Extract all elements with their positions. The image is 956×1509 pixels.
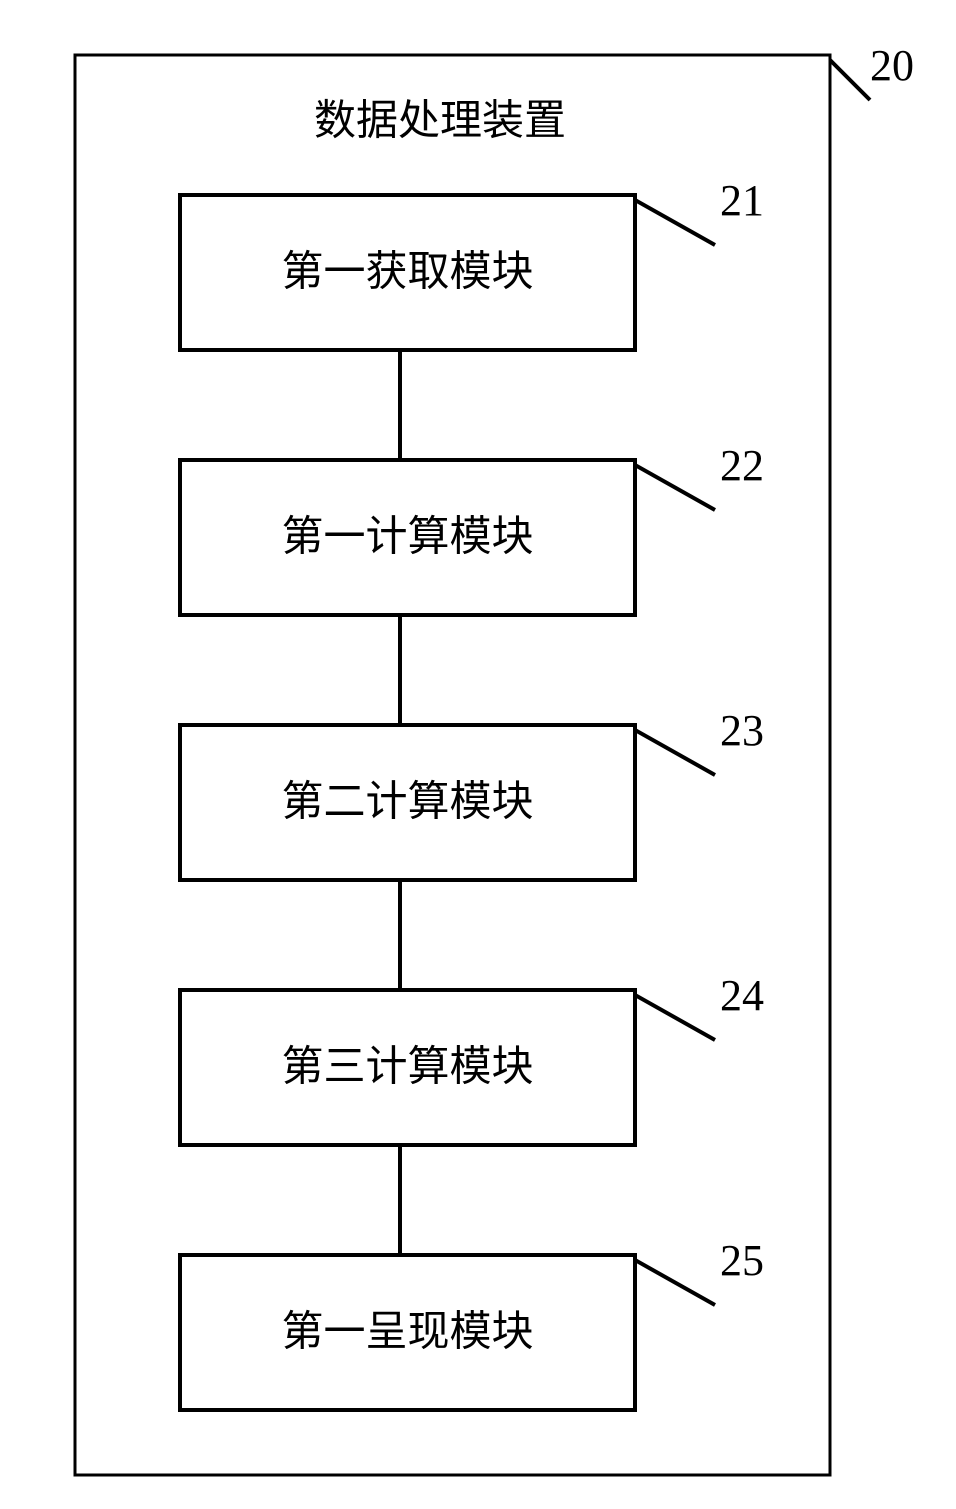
module-leader-line [635, 730, 715, 775]
container-title: 数据处理装置 [314, 99, 566, 145]
module-ref-number: 21 [720, 176, 764, 225]
module-leader-line [635, 465, 715, 510]
module-ref-number: 22 [720, 441, 764, 490]
module-label: 第一获取模块 [281, 250, 533, 296]
module-label: 第一呈现模块 [281, 1310, 533, 1356]
container-ref-number: 20 [870, 41, 914, 90]
module-ref-number: 25 [720, 1236, 764, 1285]
module-label: 第二计算模块 [281, 780, 533, 826]
module-leader-line [635, 1260, 715, 1305]
flowchart-diagram: 数据处理装置 20 第一获取模块 21 第一计算模块 22 第二计算模块 23 第三计算模块 24… [0, 0, 956, 1509]
module-label: 第一计算模块 [281, 515, 533, 561]
module-label: 第三计算模块 [281, 1045, 533, 1091]
module-ref-number: 24 [720, 971, 764, 1020]
module-leader-line [635, 995, 715, 1040]
module-leader-line [635, 200, 715, 245]
module-ref-number: 23 [720, 706, 764, 755]
container-leader-line [830, 60, 870, 100]
